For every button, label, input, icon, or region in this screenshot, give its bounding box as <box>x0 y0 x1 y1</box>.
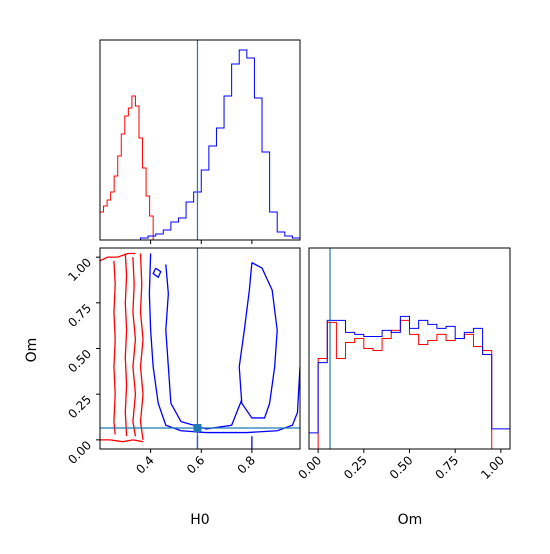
x-tick-label-hist-Om-1: 0.25 <box>341 453 370 482</box>
y-tick-label-contour-2: 0.50 <box>65 347 94 376</box>
contour-blue-9 <box>152 267 162 279</box>
contour-red-3 <box>139 253 144 440</box>
contour-red-1 <box>124 253 128 437</box>
x-tick-label-hist-Om-3: 0.75 <box>433 453 462 482</box>
panel-frame-contour <box>99 247 301 450</box>
x-axis-label-Om: Om <box>398 512 423 528</box>
panel-frame-hist-Om <box>308 247 511 450</box>
contour-red-5 <box>100 439 144 443</box>
histogram-series-blue-H0 <box>140 49 301 240</box>
x-tick-label-contour-1: 0.6 <box>184 453 207 476</box>
histogram-series-red-Om <box>309 319 510 450</box>
x-tick-label-contour-2: 0.8 <box>235 453 258 476</box>
contour-red-2 <box>132 257 137 437</box>
y-tick-label-contour-4: 1.00 <box>65 255 94 284</box>
histogram-series-red-H0 <box>99 95 154 240</box>
y-tick-label-contour-3: 0.75 <box>65 301 94 330</box>
contour-panel-H0-Om: 0.4 0.6 0.8 0.00 0.25 0.50 0.75 1.00 <box>65 247 301 477</box>
contour-blue-6 <box>148 253 300 434</box>
y-axis-label-Om: Om <box>24 338 40 363</box>
truth-marker <box>193 423 202 432</box>
contour-blue-7 <box>165 264 243 430</box>
histogram-panel-H0 <box>99 39 301 244</box>
x-tick-label-contour-0: 0.4 <box>133 453 156 476</box>
y-tick-label-contour-0: 0.00 <box>65 438 94 467</box>
y-tick-label-contour-1: 0.25 <box>65 392 94 421</box>
x-axis-label-H0: H0 <box>190 512 209 528</box>
x-tick-label-hist-Om-4: 1.00 <box>478 453 507 482</box>
contour-lines <box>100 252 300 449</box>
x-tick-label-hist-Om-2: 0.50 <box>387 453 416 482</box>
histogram-panel-Om: 0.00 0.25 0.50 0.75 1.00 <box>295 247 511 482</box>
contour-red-4 <box>100 252 136 262</box>
x-tick-label-hist-Om-0: 0.00 <box>295 453 324 482</box>
contour-blue-8 <box>238 262 278 419</box>
contour-red-0 <box>113 260 116 435</box>
panel-frame-hist-H0 <box>99 39 301 241</box>
histogram-series-blue-Om <box>308 315 511 449</box>
